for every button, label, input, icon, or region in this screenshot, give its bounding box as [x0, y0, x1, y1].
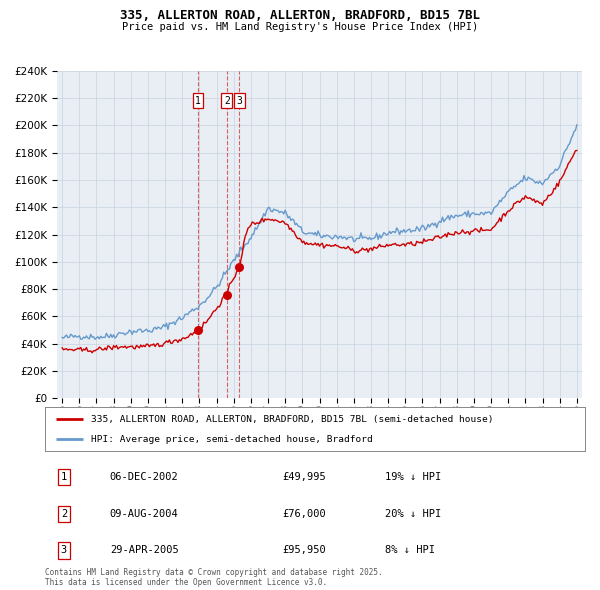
Text: 29-APR-2005: 29-APR-2005	[110, 546, 179, 555]
Text: 335, ALLERTON ROAD, ALLERTON, BRADFORD, BD15 7BL (semi-detached house): 335, ALLERTON ROAD, ALLERTON, BRADFORD, …	[91, 415, 493, 424]
Text: 06-DEC-2002: 06-DEC-2002	[110, 473, 179, 482]
Text: 20% ↓ HPI: 20% ↓ HPI	[385, 509, 442, 519]
Text: £95,950: £95,950	[283, 546, 326, 555]
Text: HPI: Average price, semi-detached house, Bradford: HPI: Average price, semi-detached house,…	[91, 435, 373, 444]
Text: 2: 2	[224, 96, 230, 106]
Point	[235, 263, 244, 272]
Text: 09-AUG-2004: 09-AUG-2004	[110, 509, 179, 519]
Text: 3: 3	[61, 546, 67, 555]
Text: 19% ↓ HPI: 19% ↓ HPI	[385, 473, 442, 482]
Text: 8% ↓ HPI: 8% ↓ HPI	[385, 546, 435, 555]
Text: Price paid vs. HM Land Registry's House Price Index (HPI): Price paid vs. HM Land Registry's House …	[122, 22, 478, 32]
Text: 335, ALLERTON ROAD, ALLERTON, BRADFORD, BD15 7BL: 335, ALLERTON ROAD, ALLERTON, BRADFORD, …	[120, 9, 480, 22]
Text: 1: 1	[61, 473, 67, 482]
Text: Contains HM Land Registry data © Crown copyright and database right 2025.
This d: Contains HM Land Registry data © Crown c…	[45, 568, 383, 587]
Text: 1: 1	[195, 96, 201, 106]
Text: 3: 3	[236, 96, 242, 106]
Point	[222, 290, 232, 299]
Text: 2: 2	[61, 509, 67, 519]
Text: £49,995: £49,995	[283, 473, 326, 482]
Point	[193, 325, 203, 335]
Text: £76,000: £76,000	[283, 509, 326, 519]
